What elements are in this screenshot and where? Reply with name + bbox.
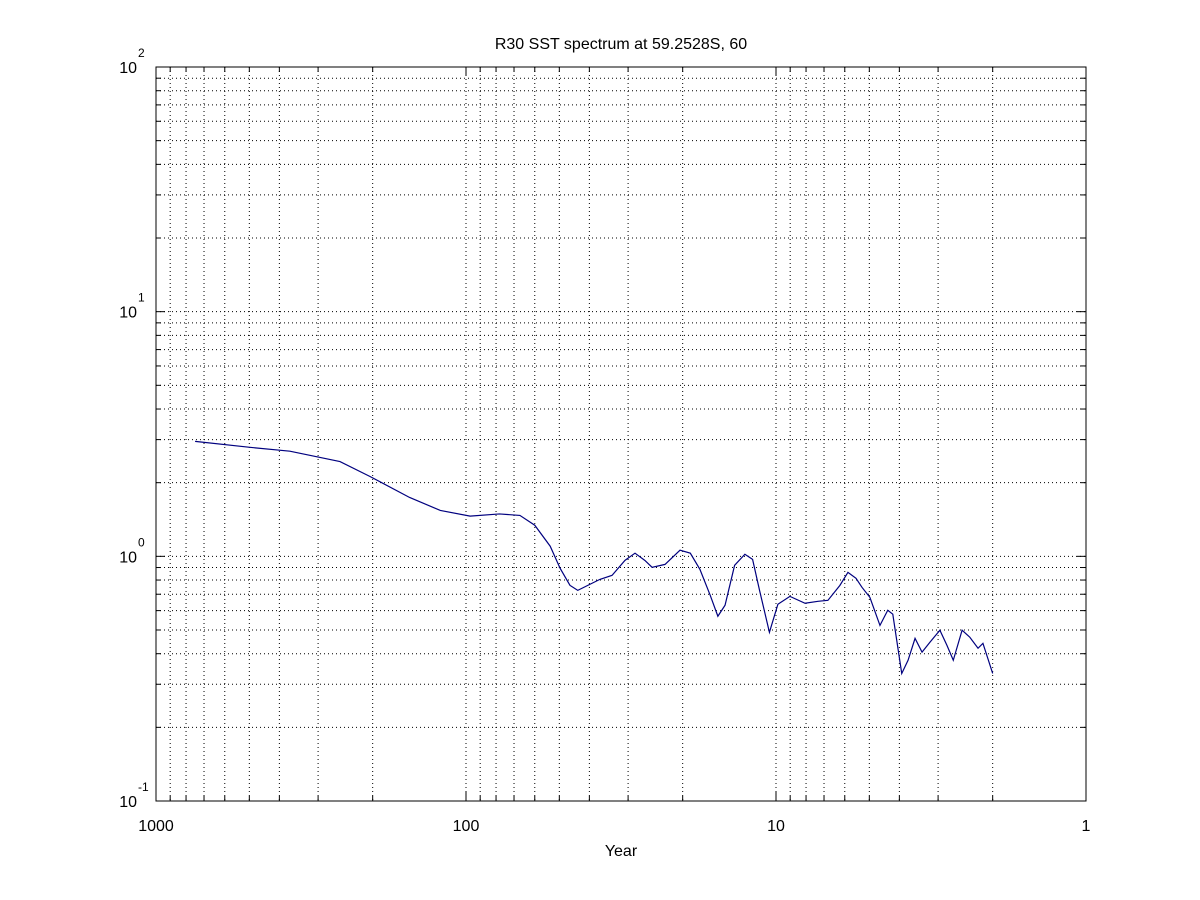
y-tick-label: 10 <box>119 549 137 566</box>
chart-title: R30 SST spectrum at 59.2528S, 60 <box>495 36 747 53</box>
y-tick-label: 10 <box>119 305 137 322</box>
x-tick-label: 10 <box>767 818 785 835</box>
y-tick-label: 10 <box>119 794 137 811</box>
x-axis-label: Year <box>605 843 638 860</box>
y-tick-exponent: -1 <box>138 780 149 794</box>
data-line <box>195 440 994 676</box>
y-tick-exponent: 2 <box>138 46 145 60</box>
y-tick-exponent: 1 <box>138 291 145 305</box>
x-tick-label: 100 <box>453 818 480 835</box>
x-tick-label: 1 <box>1082 818 1091 835</box>
y-tick-label: 10 <box>119 60 137 77</box>
plot-frame <box>155 66 1087 802</box>
y-tick-exponent: 0 <box>138 535 145 549</box>
x-tick-label: 1000 <box>138 818 174 835</box>
